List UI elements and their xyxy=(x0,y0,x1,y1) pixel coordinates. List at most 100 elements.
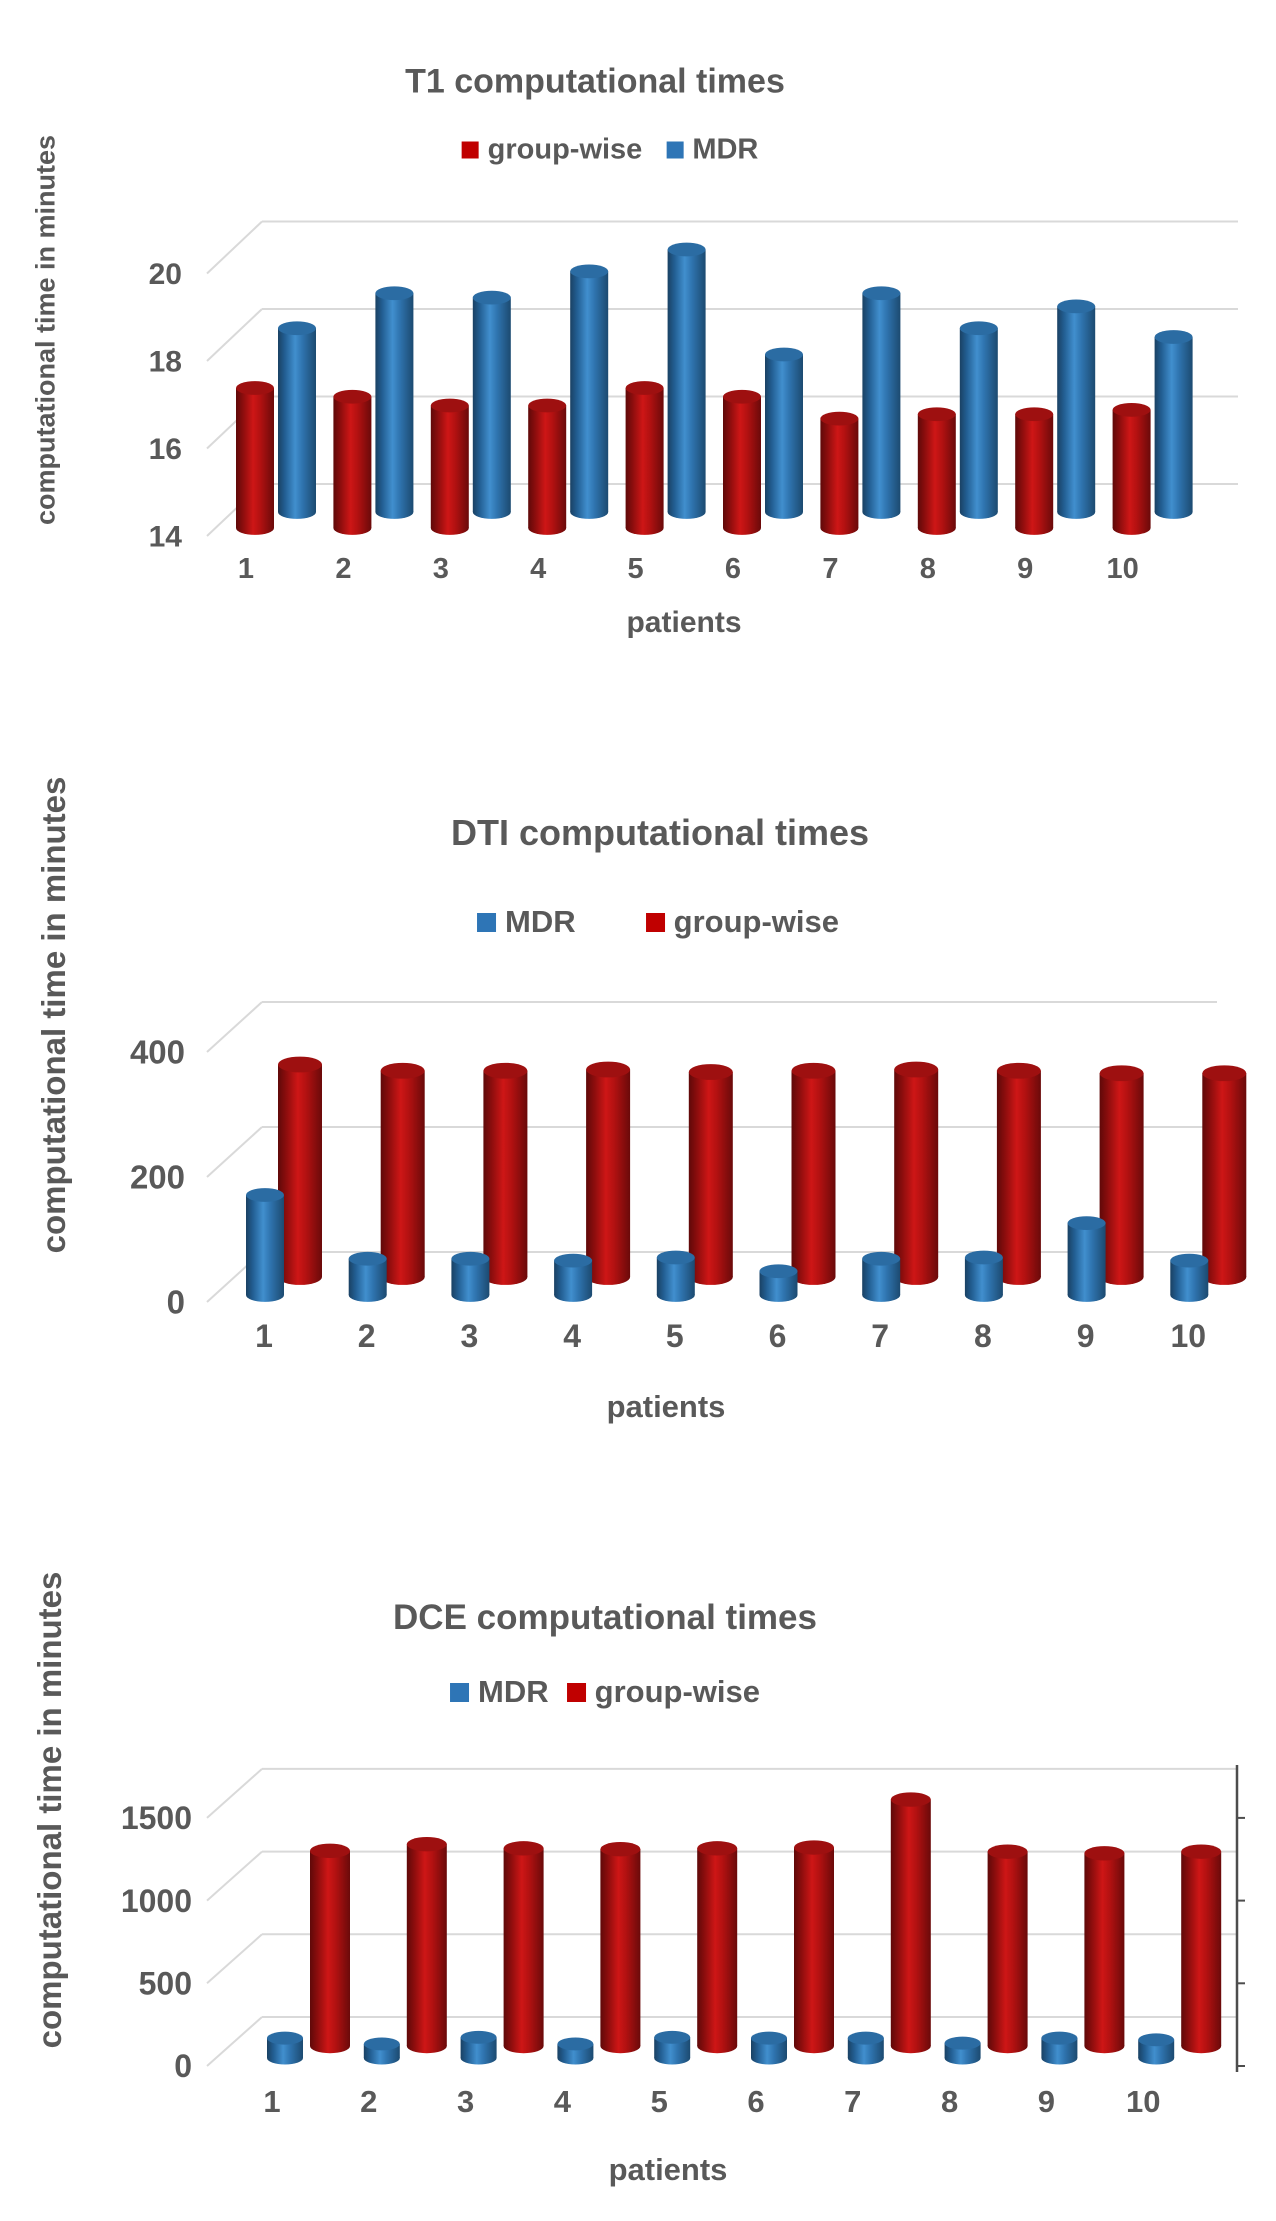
x-category-label-9: 9 xyxy=(1038,2084,1055,2119)
bar-group-wise-p8-top-cap xyxy=(996,1062,1041,1079)
chart-title-t1: T1 computational times xyxy=(405,62,785,101)
bar-group-wise-p2-top-cap xyxy=(406,1837,447,1852)
x-category-label-6: 6 xyxy=(747,2084,764,2119)
bar-group-wise-p3-body xyxy=(503,1848,544,2046)
bar-MDR-p1-top-cap xyxy=(267,2031,303,2045)
legend-swatch-group-wise xyxy=(645,912,665,932)
x-category-label-5: 5 xyxy=(628,553,644,585)
bar-MDR-p1-body xyxy=(246,1195,284,1295)
bar-MDR-p9-body xyxy=(1067,1223,1106,1295)
y-tick-label-0: 0 xyxy=(174,2048,192,2084)
y-tick-label-500: 500 xyxy=(139,1966,192,2002)
bar-group-wise-p7-body xyxy=(890,1799,931,2046)
y-tick-label-14: 14 xyxy=(149,521,183,554)
chart-title-dce: DCE computational times xyxy=(393,1598,817,1637)
bar-MDR-p1-top-cap xyxy=(246,1188,284,1202)
legend-swatch-MDR xyxy=(666,141,684,159)
x-category-label-1: 1 xyxy=(238,553,254,585)
bar-MDR-p5-top-cap xyxy=(656,1250,695,1265)
bar-group-wise-p9-body xyxy=(1084,1853,1125,2046)
x-category-label-6: 6 xyxy=(769,1318,787,1354)
bar-MDR-p6-body xyxy=(765,354,803,512)
bar-group-wise-p1-top-cap xyxy=(278,1056,322,1073)
x-category-label-1: 1 xyxy=(263,2084,280,2119)
bar-group-wise-p9-body xyxy=(1099,1073,1144,1277)
legend-label-MDR: MDR xyxy=(478,1674,549,1709)
x-category-label-7: 7 xyxy=(871,1318,889,1354)
bar-group-wise-p9-top-cap xyxy=(1015,407,1054,422)
bar-group-wise-p8-body xyxy=(987,1851,1028,2046)
x-category-label-2: 2 xyxy=(335,553,351,585)
bar-MDR-p4-top-cap xyxy=(570,264,609,279)
bar-MDR-p2-top-cap xyxy=(363,2037,400,2051)
bar-MDR-p4-top-cap xyxy=(557,2037,594,2051)
legend-swatch-MDR xyxy=(450,1682,470,1702)
bar-MDR-p2-top-cap xyxy=(375,286,414,301)
bar-group-wise-p10-body xyxy=(1181,1851,1222,2046)
bar-MDR-p10-top-cap xyxy=(1170,1253,1209,1268)
x-category-label-4: 4 xyxy=(530,553,546,585)
bar-group-wise-p1-body xyxy=(278,1064,322,1277)
x-category-label-3: 3 xyxy=(433,553,449,585)
bar-group-wise-p3-body xyxy=(430,405,469,528)
bar-MDR-p5-body xyxy=(667,249,706,512)
bar-group-wise-p7-body xyxy=(894,1069,939,1277)
bar-MDR-p6-top-cap xyxy=(765,347,803,362)
y-axis-tick-connector-20 xyxy=(206,220,263,275)
y-axis-title-dce: computational time in minutes xyxy=(31,1571,68,2049)
legend-label-MDR: MDR xyxy=(505,904,576,939)
bar-group-wise-p7-top-cap xyxy=(890,1792,931,1807)
x-category-label-5: 5 xyxy=(651,2084,668,2119)
x-category-label-10: 10 xyxy=(1106,553,1138,585)
x-category-label-9: 9 xyxy=(1017,553,1033,585)
y-axis-tick-connector-1500 xyxy=(206,1768,263,1819)
bar-group-wise-p4-body xyxy=(600,1849,641,2046)
bar-MDR-p3-top-cap xyxy=(472,290,511,305)
x-category-label-2: 2 xyxy=(358,1318,376,1354)
y-axis-title-dti: computational time in minutes xyxy=(35,776,72,1254)
bar-group-wise-p1-top-cap xyxy=(310,1843,350,1859)
bar-group-wise-p10-top-cap xyxy=(1202,1065,1247,1082)
bar-MDR-p4-body xyxy=(570,271,609,512)
bar-MDR-p7-top-cap xyxy=(862,1251,901,1266)
bar-group-wise-p4-top-cap xyxy=(528,398,567,413)
bar-group-wise-p6-top-cap xyxy=(794,1840,834,1855)
bar-group-wise-p3-top-cap xyxy=(483,1062,528,1079)
legend-item-MDR: MDR xyxy=(666,134,758,167)
bar-MDR-p3-top-cap xyxy=(451,1251,490,1266)
bar-MDR-p8-body xyxy=(959,328,998,512)
bar-group-wise-p5-top-cap xyxy=(625,381,664,395)
legend-label-MDR: MDR xyxy=(692,133,759,166)
y-tick-label-0: 0 xyxy=(167,1284,185,1321)
bar-group-wise-p3-top-cap xyxy=(430,398,469,413)
bar-group-wise-p6-body xyxy=(794,1847,834,2046)
bar-MDR-p9-top-cap xyxy=(1067,1216,1106,1230)
x-category-label-4: 4 xyxy=(563,1318,581,1354)
bar-group-wise-p2-body xyxy=(333,396,372,528)
x-axis-title-dce: patients xyxy=(608,2152,728,2187)
bar-MDR-p5-top-cap xyxy=(654,2030,691,2044)
x-axis-title-dti: patients xyxy=(606,1389,726,1424)
x-category-label-9: 9 xyxy=(1077,1318,1095,1354)
bar-group-wise-p5-body xyxy=(688,1072,733,1277)
bar-group-wise-p5-top-cap xyxy=(697,1841,738,1856)
bar-group-wise-p8-body xyxy=(917,414,956,528)
legend-dce: MDR group-wise xyxy=(450,1674,760,1710)
legend-dti: MDR group-wise xyxy=(477,904,839,940)
bar-group-wise-p5-top-cap xyxy=(688,1064,733,1080)
x-category-label-10: 10 xyxy=(1171,1318,1207,1354)
legend-swatch-group-wise xyxy=(461,141,479,159)
bar-group-wise-p1-body xyxy=(236,388,274,528)
bar-group-wise-p6-body xyxy=(791,1070,836,1277)
x-category-label-8: 8 xyxy=(920,553,936,585)
bar-MDR-p3-top-cap xyxy=(460,2030,497,2044)
bar-group-wise-p9-top-cap xyxy=(1084,1846,1125,1861)
bar-MDR-p1-body xyxy=(278,328,316,512)
bar-group-wise-p5-body xyxy=(697,1848,738,2046)
bar-MDR-p8-top-cap xyxy=(959,321,998,336)
x-category-label-1: 1 xyxy=(255,1318,273,1354)
y-tick-label-18: 18 xyxy=(149,346,182,379)
bar-MDR-p3-body xyxy=(472,297,511,512)
bar-MDR-p6-body xyxy=(759,1271,798,1295)
